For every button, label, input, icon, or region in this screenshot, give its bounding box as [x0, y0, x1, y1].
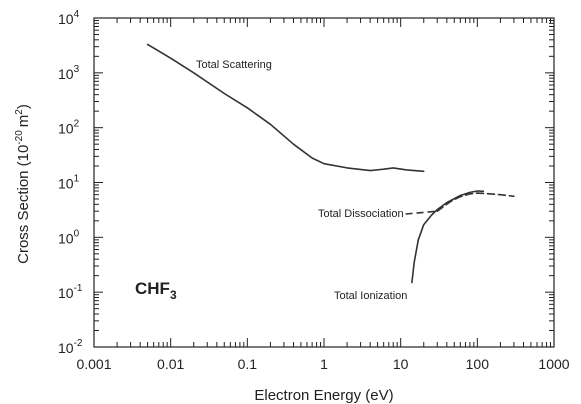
- y-tick-base: 10: [58, 66, 74, 82]
- x-tick-label: 0.1: [238, 356, 258, 372]
- series-line-total-scattering: [146, 43, 425, 173]
- y-tick-base: 10: [58, 230, 74, 246]
- x-tick-label: 1000: [538, 356, 569, 372]
- y-tick-base: 10: [58, 176, 74, 192]
- series-line-total-ionization: [411, 190, 485, 284]
- x-tick-labels: 0.001 0.01 0.1 1 10 100 1000: [76, 356, 569, 372]
- x-tick-label: 10: [393, 356, 409, 372]
- y-axis-title-close: ): [15, 104, 32, 109]
- y-axis-title-unit-exp: 2: [14, 109, 25, 115]
- gas-label: CHF3: [135, 279, 177, 302]
- dissociation-leader: [405, 210, 438, 215]
- y-axis-title-exp: -20: [14, 130, 25, 145]
- x-tick-label: 0.001: [76, 356, 111, 372]
- y-tick-exp: -1: [74, 283, 83, 294]
- y-tick-label: 10-2: [58, 338, 83, 356]
- minor-ticks: [94, 18, 554, 347]
- y-tick-exp: 0: [74, 228, 80, 239]
- y-tick-label: 100: [58, 228, 80, 246]
- y-tick-label: 103: [58, 64, 80, 82]
- y-tick-exp: 2: [74, 119, 80, 130]
- y-tick-base: 10: [58, 11, 74, 27]
- gas-label-subscript: 3: [170, 288, 177, 302]
- y-tick-label: 102: [58, 119, 80, 137]
- y-tick-base: 10: [58, 121, 74, 137]
- series-line-total-dissociation: [436, 192, 515, 212]
- annotation-total-scattering: Total Scattering: [196, 59, 272, 71]
- y-tick-base: 10: [58, 340, 74, 356]
- y-tick-label: 101: [58, 174, 80, 192]
- y-tick-label: 10-1: [58, 283, 83, 301]
- y-tick-exp: 1: [74, 174, 80, 185]
- y-tick-label: 104: [58, 9, 80, 27]
- y-tick-exp: 3: [74, 64, 80, 75]
- x-tick-label: 1: [320, 356, 328, 372]
- y-tick-base: 10: [58, 285, 74, 301]
- x-tick-label: 100: [466, 356, 490, 372]
- x-axis-title: Electron Energy (eV): [254, 387, 393, 404]
- major-ticks: [93, 17, 555, 348]
- y-tick-exp: -2: [74, 338, 83, 349]
- gas-label-base: CHF: [135, 279, 170, 298]
- y-axis-title-unit: m: [15, 115, 32, 128]
- y-tick-exp: 4: [74, 9, 80, 20]
- series-layer: [146, 43, 515, 284]
- annotation-total-ionization: Total Ionization: [334, 290, 407, 302]
- y-axis-title-main: Cross Section (10: [15, 145, 32, 264]
- annotation-total-dissociation: Total Dissociation: [318, 208, 404, 220]
- y-axis-title: Cross Section (10-20 m2): [14, 104, 32, 264]
- x-tick-label: 0.01: [157, 356, 184, 372]
